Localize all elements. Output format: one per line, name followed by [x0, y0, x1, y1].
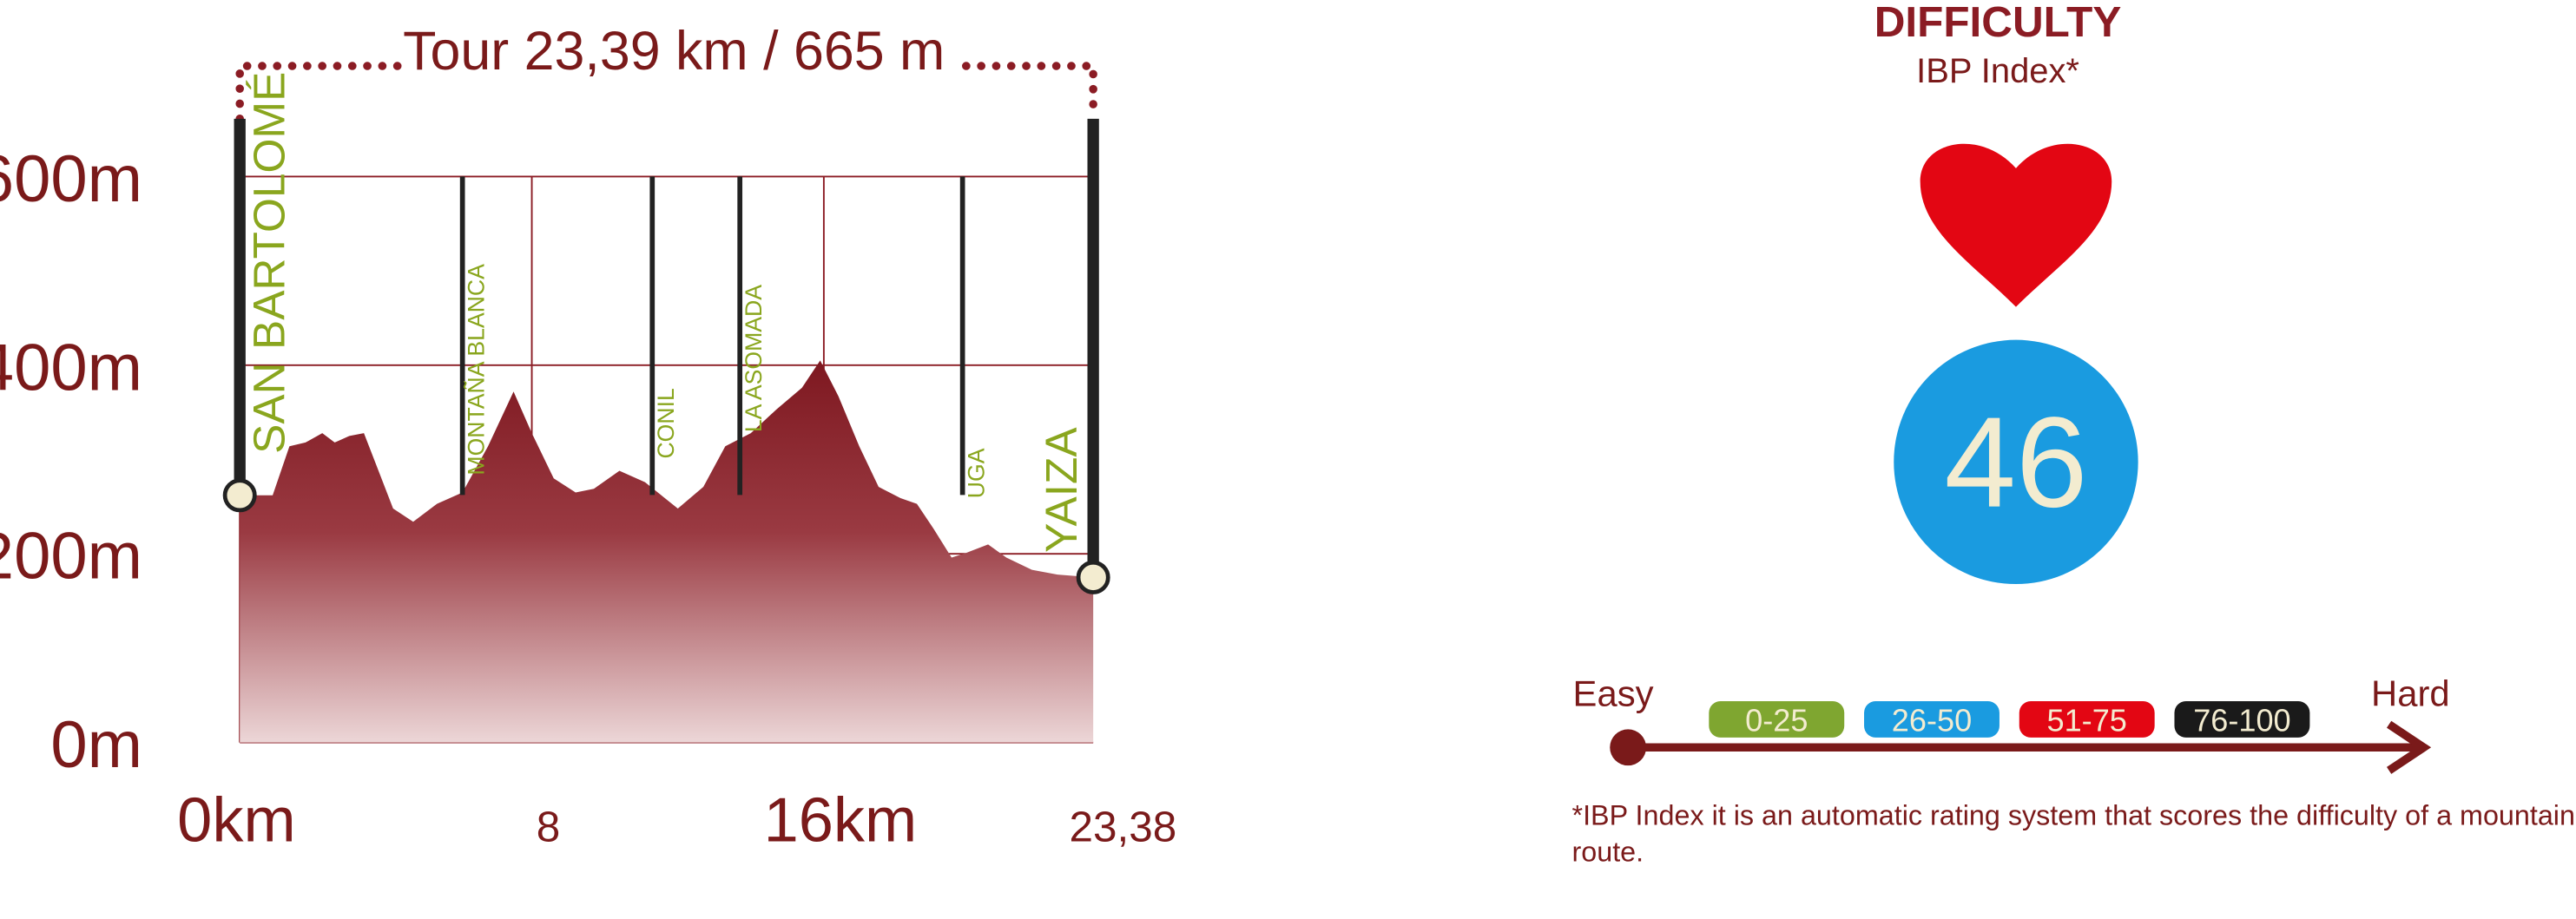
range-label: 76-100 — [2193, 702, 2290, 738]
x-tick-label: 8 — [537, 804, 561, 851]
easy-label: Easy — [1573, 673, 1654, 714]
difficulty-subtitle: IBP Index* — [1916, 52, 2079, 90]
waypoint-marker — [1076, 560, 1110, 594]
waypoint-label: SAN BARTOLOMÉ — [245, 72, 294, 454]
waypoint-label: UGA — [963, 448, 989, 498]
range-label: 51-75 — [2047, 702, 2127, 738]
x-tick-label: 0km — [177, 786, 295, 856]
waypoint-label: CONIL — [653, 388, 679, 458]
y-tick-label: 0m — [50, 708, 142, 782]
y-tick-label: 400m — [0, 331, 142, 404]
score-circle — [1894, 339, 2138, 585]
range-pill — [2174, 701, 2310, 738]
score: 46 — [1944, 391, 2087, 535]
footnote-line: *IBP Index it is an automatic rating sys… — [1572, 800, 2576, 831]
y-tick-label: 200m — [0, 520, 142, 594]
scale-start — [1610, 729, 1647, 766]
range-label: 26-50 — [1892, 702, 1972, 738]
footnote: *IBP Index it is an automatic rating sys… — [1572, 800, 2576, 868]
title-bracket — [962, 62, 1097, 123]
footnote-line: route. — [1572, 836, 1644, 867]
title-bracket — [235, 62, 410, 123]
waypoint-label: MONTAÑA BLANCA — [463, 264, 489, 476]
elevation-chart: 0m 200m 400m 600m 0km 8 16km 23,38 SAN BARTOLOMÉ… — [0, 72, 1176, 856]
scale-arrowhead — [2387, 720, 2432, 774]
x-tick-label: 23,38 — [1070, 804, 1177, 851]
ranges: 0-25 26-50 51-75 76-100 — [1709, 701, 2310, 738]
heart-icon — [1920, 143, 2112, 307]
elevation-area — [240, 360, 1094, 743]
range-pill — [1709, 701, 1845, 738]
range-pill — [2019, 701, 2155, 738]
range-pill — [1864, 701, 2000, 738]
range-label: 0-25 — [1745, 702, 1808, 738]
waypoint-marker — [222, 478, 257, 513]
waypoint-label: LA ASOMADA — [741, 285, 767, 432]
chart-title: Tour 23,39 km / 665 m — [403, 21, 945, 82]
difficulty-title: DIFFICULTY — [1874, 0, 2122, 46]
waypoint-label: YAIZA — [1037, 427, 1086, 553]
hard-label: Hard — [2371, 673, 2450, 714]
x-tick-label: 16km — [764, 786, 918, 856]
y-tick-label: 600m — [0, 142, 142, 216]
